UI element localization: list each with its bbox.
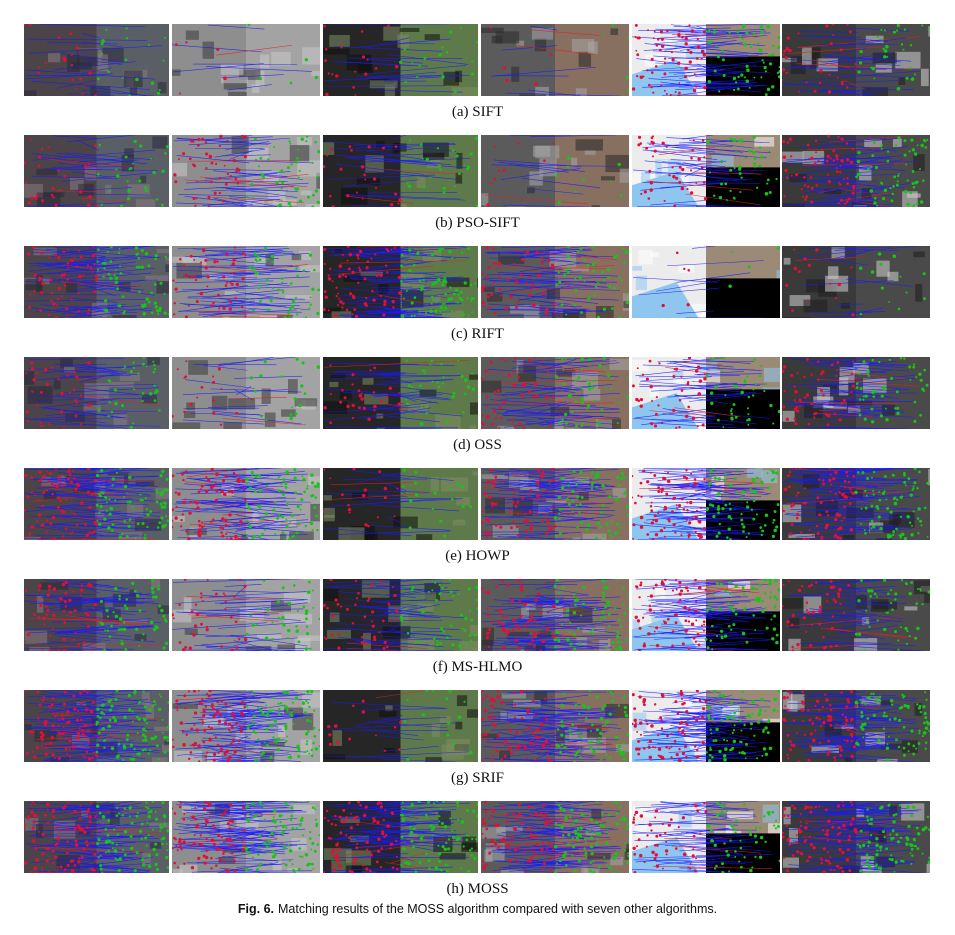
match-image	[481, 801, 629, 873]
match-image	[24, 24, 169, 96]
match-image	[481, 135, 629, 207]
match-image	[172, 801, 320, 873]
match-image	[481, 357, 629, 429]
match-image	[782, 579, 930, 651]
match-image	[481, 468, 629, 540]
row-label: (d) OSS	[453, 437, 502, 453]
match-image	[172, 246, 320, 318]
match-image	[24, 579, 169, 651]
match-image	[632, 579, 780, 651]
match-image	[24, 468, 169, 540]
match-image	[481, 690, 629, 762]
match-image	[632, 357, 780, 429]
match-image	[632, 801, 780, 873]
match-image	[481, 24, 629, 96]
match-image	[323, 246, 478, 318]
row-label: (a) SIFT	[451, 104, 504, 120]
match-image	[323, 690, 478, 762]
match-image	[782, 246, 930, 318]
match-image	[323, 801, 478, 873]
row-label: (e) HOWP	[445, 548, 510, 564]
match-image	[782, 24, 930, 96]
match-image	[782, 801, 930, 873]
row-label: (c) RIFT	[451, 326, 504, 342]
match-image	[24, 135, 169, 207]
row-label: (g) SRIF	[451, 770, 504, 786]
match-image	[632, 135, 780, 207]
match-image	[782, 468, 930, 540]
caption-text: Matching results of the MOSS algorithm c…	[278, 902, 718, 916]
match-image	[323, 579, 478, 651]
match-image	[782, 690, 930, 762]
match-image	[632, 690, 780, 762]
match-image	[172, 24, 320, 96]
match-image	[172, 690, 320, 762]
match-image	[172, 468, 320, 540]
match-image	[323, 468, 478, 540]
match-image	[24, 690, 169, 762]
match-image	[481, 246, 629, 318]
match-image	[24, 246, 169, 318]
match-image	[24, 801, 169, 873]
match-image	[323, 357, 478, 429]
figure-caption: Fig. 6. Matching results of the MOSS algo…	[0, 902, 955, 916]
match-image	[632, 24, 780, 96]
match-image	[24, 357, 169, 429]
match-image	[323, 24, 478, 96]
match-image	[632, 468, 780, 540]
match-image	[172, 135, 320, 207]
match-image	[172, 579, 320, 651]
row-label: (b) PSO-SIFT	[435, 215, 520, 231]
match-image	[632, 246, 780, 318]
row-label: (f) MS-HLMO	[432, 659, 523, 675]
match-image	[782, 135, 930, 207]
match-image	[481, 579, 629, 651]
row-label: (h) MOSS	[446, 881, 509, 897]
match-image	[782, 357, 930, 429]
match-image	[172, 357, 320, 429]
caption-label: Fig. 6.	[237, 902, 275, 916]
match-image	[323, 135, 478, 207]
